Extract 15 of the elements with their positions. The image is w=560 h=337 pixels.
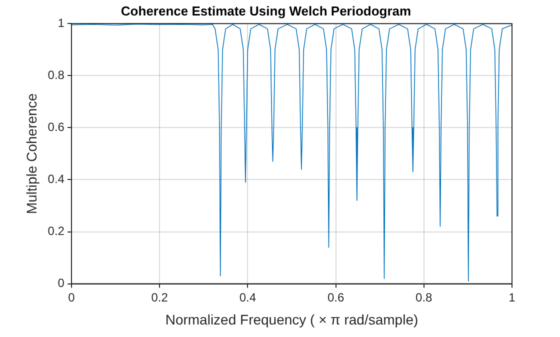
x-tick-label: 0.6 — [327, 290, 344, 304]
x-tick-label: 0.4 — [239, 290, 256, 304]
x-tick-label: 0.2 — [151, 290, 168, 304]
chart-title: Coherence Estimate Using Welch Periodogram — [120, 3, 412, 18]
y-axis-title: Multiple Coherence — [23, 93, 40, 214]
y-tick-label: 1 — [58, 16, 65, 30]
x-tick-label: 1 — [508, 290, 516, 304]
y-tick-label: 0.2 — [48, 224, 65, 238]
x-tick-label: 0 — [68, 290, 76, 304]
y-tick-label: 0.4 — [48, 172, 65, 186]
y-tick-label: 0.8 — [48, 68, 65, 82]
y-tick-label: 0.6 — [48, 120, 65, 134]
x-axis-title: Normalized Frequency ( × π rad/sample) — [165, 311, 418, 328]
y-tick-label: 0 — [58, 276, 65, 290]
x-tick-label: 0.8 — [416, 290, 433, 304]
